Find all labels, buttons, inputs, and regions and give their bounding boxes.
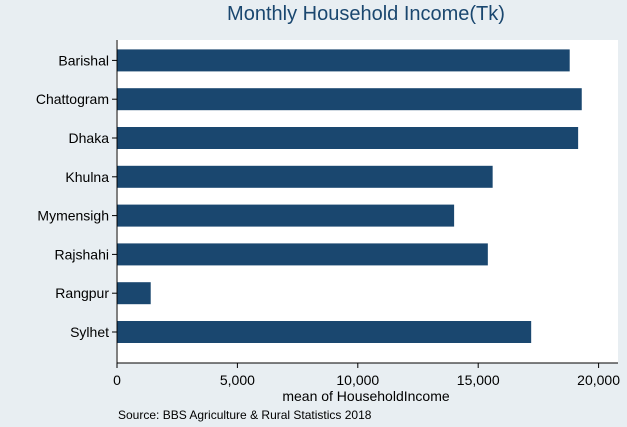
- bar-mymensigh: [117, 204, 455, 227]
- x-tick-label-3: 15,000: [457, 372, 500, 388]
- y-tick-label-barishal: Barishal: [58, 52, 109, 68]
- x-tick-label-0: 0: [113, 372, 121, 388]
- bar-dhaka: [117, 127, 579, 149]
- y-tick-label-rajshahi: Rajshahi: [55, 246, 109, 262]
- y-tick-label-mymensigh: Mymensigh: [37, 208, 109, 224]
- bar-rangpur: [117, 282, 151, 305]
- bars-group: [117, 49, 582, 343]
- bar-khulna: [117, 165, 493, 188]
- y-tick-label-khulna: Khulna: [65, 169, 109, 185]
- x-tick-label-1: 5,000: [220, 372, 255, 388]
- bar-rajshahi: [117, 243, 488, 266]
- y-tick-label-dhaka: Dhaka: [69, 130, 110, 146]
- source-note: Source: BBS Agriculture & Rural Statisti…: [118, 408, 372, 422]
- y-axis: Barishal Chattogram Dhaka Khulna Mymensigh Ra…: [36, 40, 118, 363]
- y-tick-label-sylhet: Sylhet: [70, 324, 109, 340]
- bar-sylhet: [117, 321, 532, 343]
- x-axis: 0 5,000 10,000 15,000 20,000: [113, 362, 620, 388]
- y-tick-label-rangpur: Rangpur: [55, 285, 109, 301]
- bar-barishal: [117, 49, 570, 72]
- x-axis-label: mean of HouseholdIncome: [282, 388, 450, 404]
- y-tick-label-chattogram: Chattogram: [36, 91, 109, 107]
- chart-title: Monthly Household Income(Tk): [227, 3, 505, 25]
- x-tick-label-4: 20,000: [577, 372, 620, 388]
- bar-chattogram: [117, 88, 582, 111]
- x-tick-label-2: 10,000: [336, 372, 379, 388]
